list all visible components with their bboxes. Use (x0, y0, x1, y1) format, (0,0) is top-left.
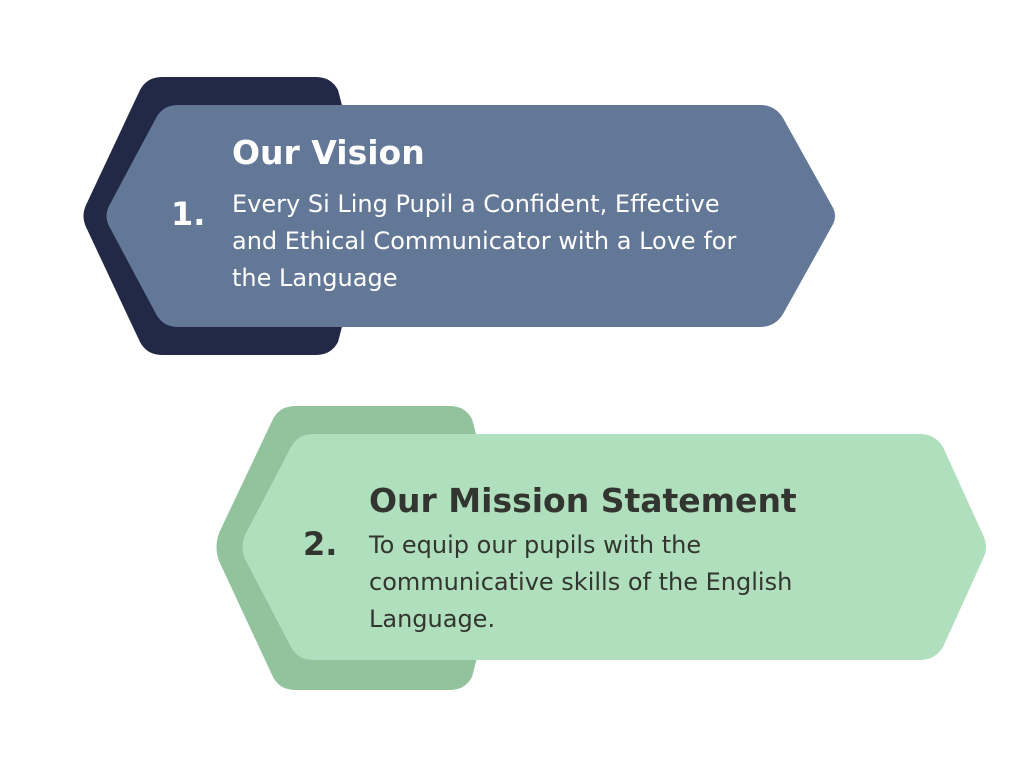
item-2-description: To equip our pupils with the communicati… (369, 527, 949, 638)
item-1-line-1: Every Si Ling Pupil a Confident, Effecti… (232, 190, 720, 218)
item-2-line-2: communicative skills of the English (369, 568, 793, 596)
item-1-line-3: the Language (232, 264, 398, 292)
item-1-number: 1. (171, 195, 206, 233)
item-1-line-2: and Ethical Communicator with a Love for (232, 227, 737, 255)
item-2-line-3: Language. (369, 605, 496, 633)
item-2-number: 2. (303, 525, 338, 563)
item-1-description: Every Si Ling Pupil a Confident, Effecti… (232, 186, 792, 297)
item-2-title: Our Mission Statement (369, 481, 797, 520)
item-1-title: Our Vision (232, 133, 425, 172)
vision-front-shape (106, 105, 835, 327)
mission-front-shape (242, 434, 986, 660)
item-2-line-1: To equip our pupils with the (369, 531, 702, 559)
